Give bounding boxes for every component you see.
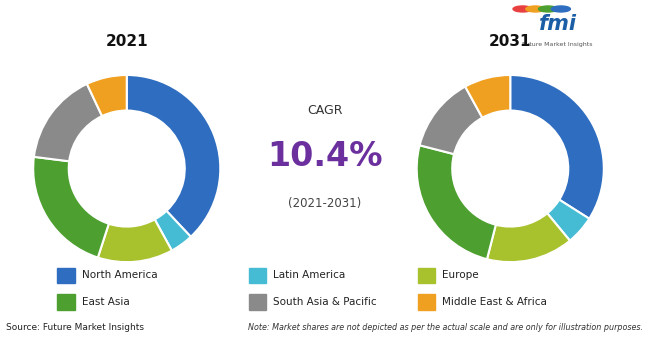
Wedge shape [510, 75, 604, 219]
Bar [418, 268, 436, 283]
Text: Source: Future Market Insights: Source: Future Market Insights [6, 323, 144, 332]
Text: South Asia & Pacific: South Asia & Pacific [273, 297, 377, 307]
Circle shape [551, 6, 571, 12]
Bar [57, 294, 75, 310]
Circle shape [539, 6, 558, 12]
Wedge shape [127, 75, 220, 237]
Bar [57, 268, 75, 283]
Circle shape [513, 6, 532, 12]
Circle shape [526, 6, 545, 12]
Wedge shape [465, 75, 510, 118]
Title: 2031: 2031 [489, 34, 532, 49]
Bar [418, 294, 436, 310]
Wedge shape [420, 87, 482, 154]
Wedge shape [98, 219, 172, 262]
Text: Future Market Insights: Future Market Insights [523, 42, 593, 47]
Text: CAGR: CAGR [307, 104, 343, 117]
Text: fmi: fmi [539, 14, 577, 34]
Text: 10.4%: 10.4% [267, 140, 383, 173]
Text: Note: Market shares are not depicted as per the actual scale and are only for il: Note: Market shares are not depicted as … [248, 323, 644, 332]
Text: North America: North America [82, 270, 158, 280]
Wedge shape [487, 213, 570, 262]
Bar [248, 268, 266, 283]
Wedge shape [87, 75, 127, 116]
Wedge shape [34, 84, 102, 161]
Text: Middle East & Africa: Middle East & Africa [443, 297, 547, 307]
Wedge shape [33, 157, 109, 258]
Wedge shape [417, 145, 496, 259]
Text: Latin America: Latin America [273, 270, 345, 280]
Wedge shape [547, 200, 590, 241]
Title: 2021: 2021 [105, 34, 148, 49]
Bar [248, 294, 266, 310]
Text: Fleet Management Market Share (%), By Region: Fleet Management Market Share (%), By Re… [9, 20, 408, 35]
Wedge shape [155, 211, 191, 250]
Text: Europe: Europe [443, 270, 479, 280]
Text: East Asia: East Asia [82, 297, 130, 307]
Text: (2021-2031): (2021-2031) [289, 197, 361, 210]
